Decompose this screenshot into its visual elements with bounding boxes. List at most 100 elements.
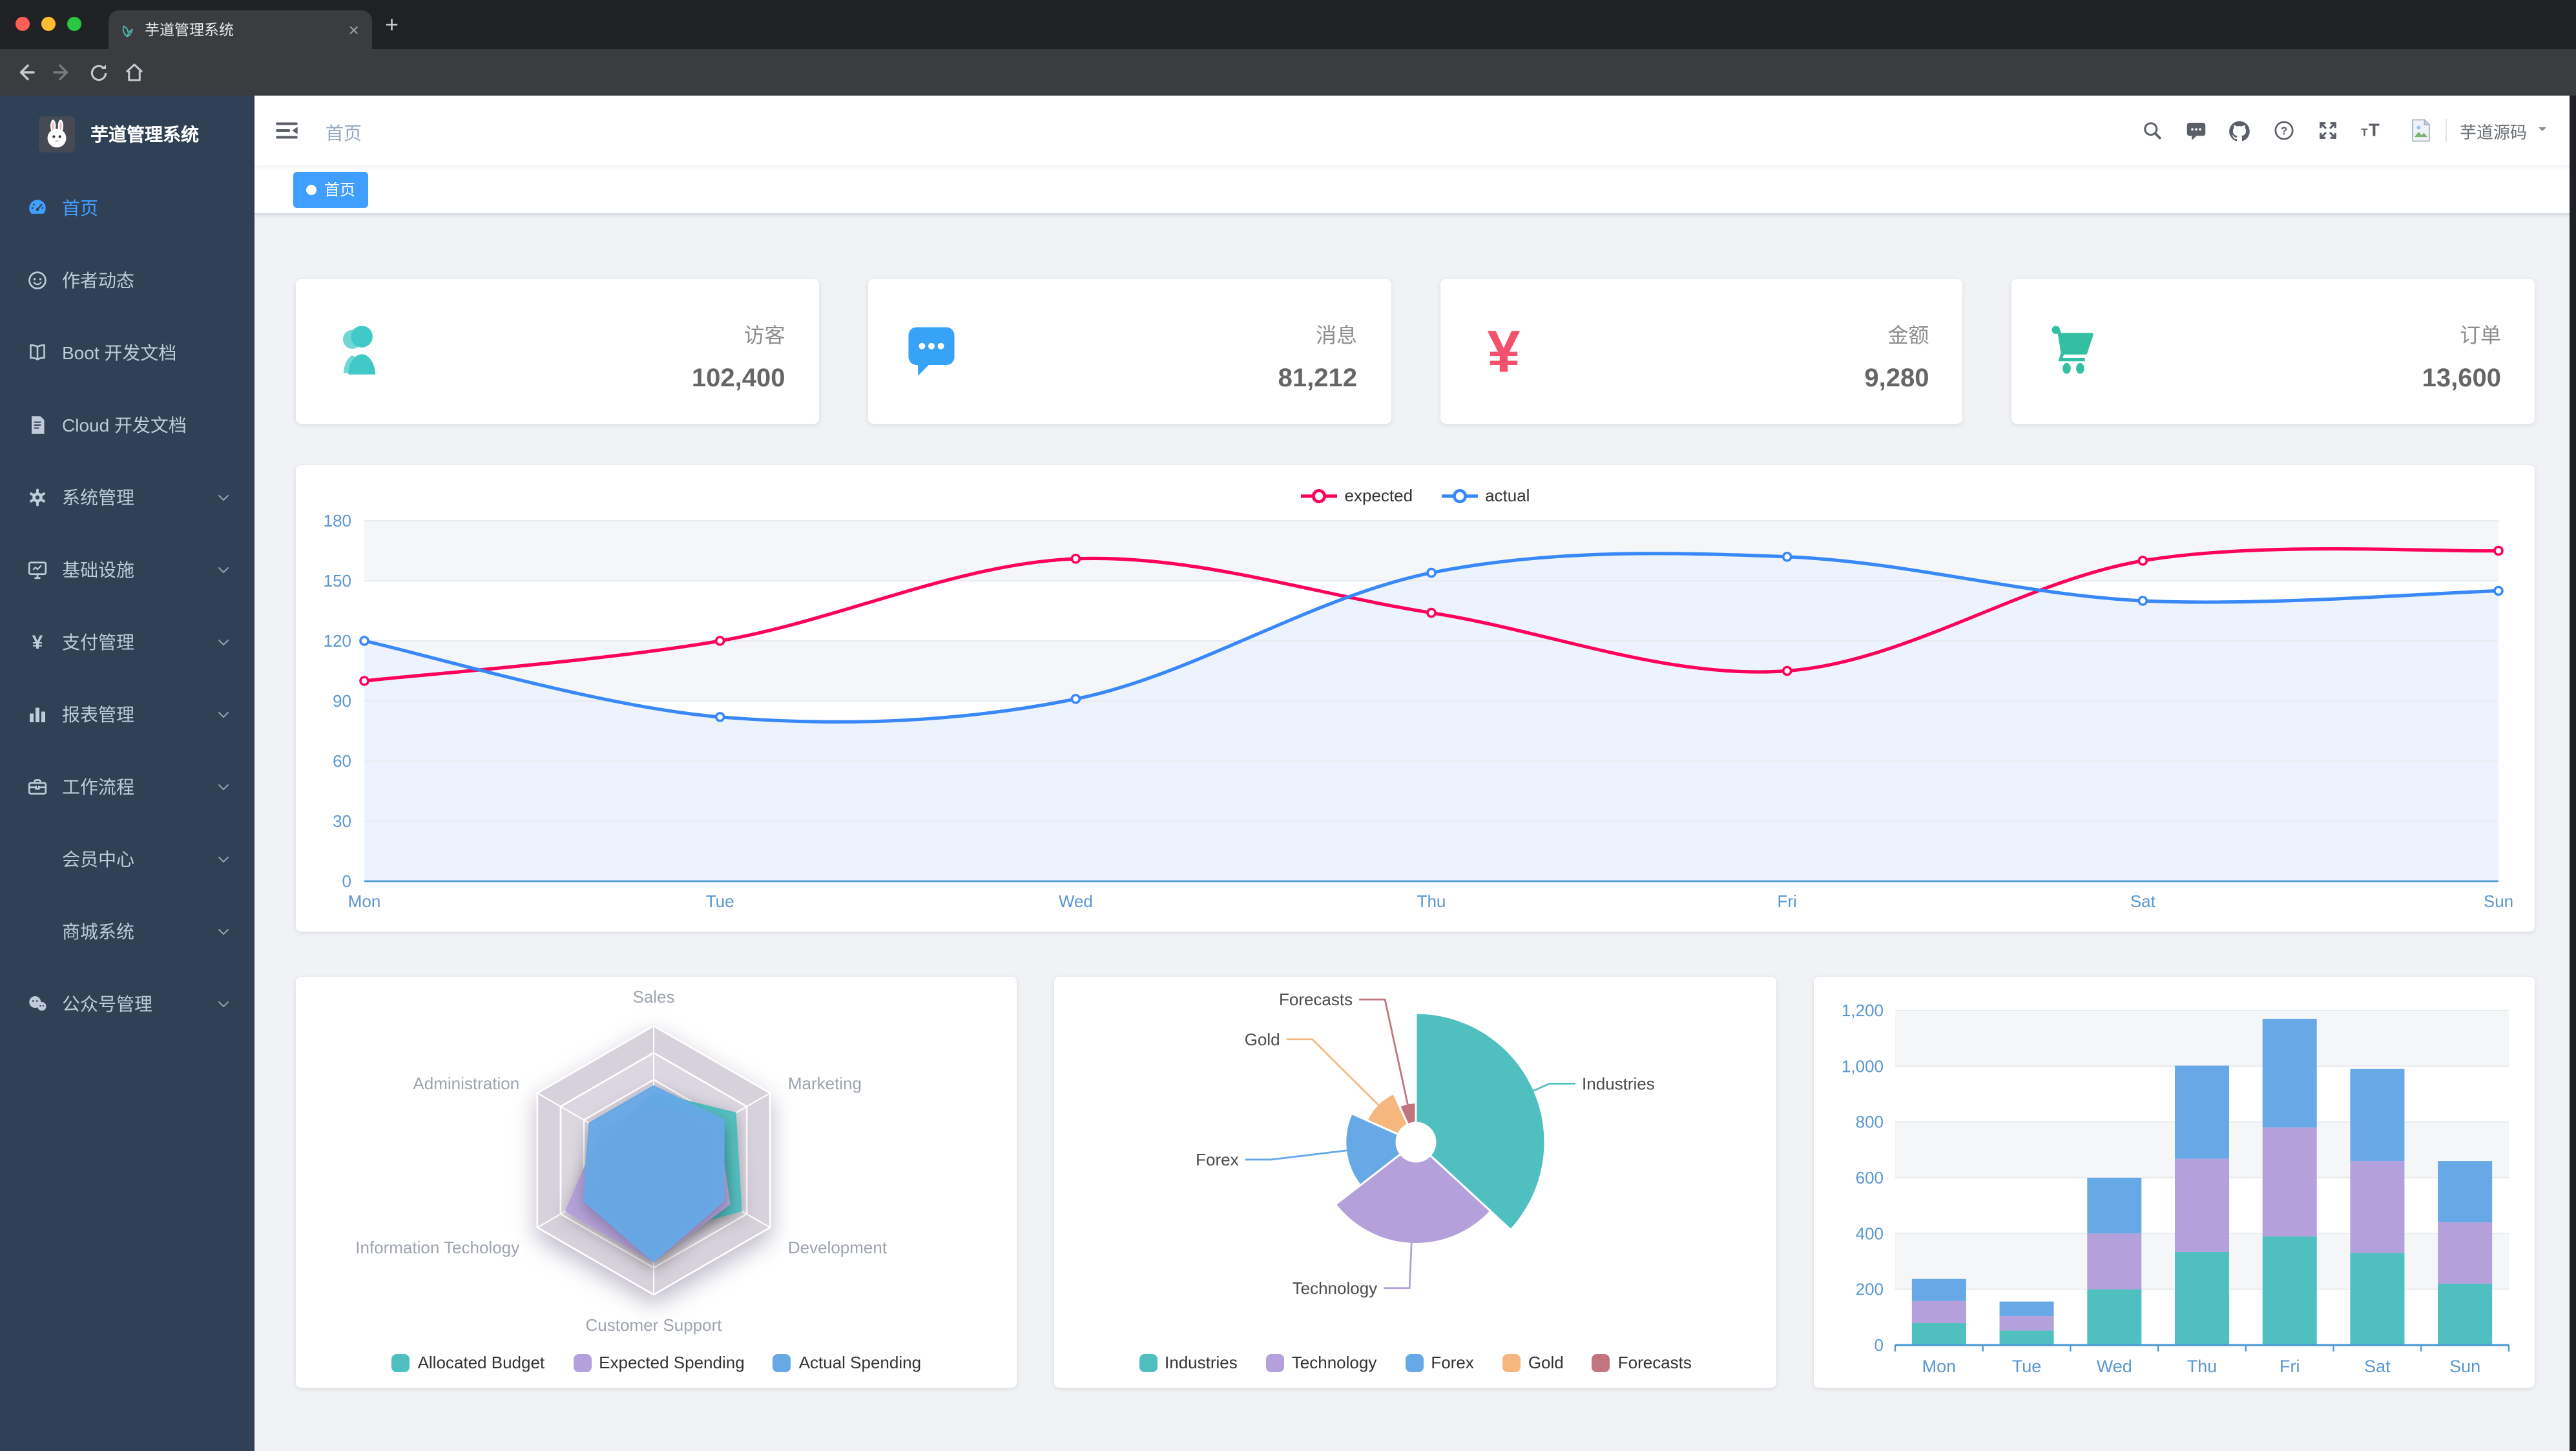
sidebar-item-report[interactable]: 报表管理 — [0, 678, 254, 751]
browser-toolbar: 不安全 dashboard.yudao.iocoder.cn/index 12 … — [0, 49, 2576, 141]
stat-value: 102,400 — [691, 364, 785, 393]
legend-item[interactable]: Forecasts — [1592, 1353, 1692, 1372]
help-icon[interactable]: ? — [2262, 96, 2306, 165]
svg-text:Industries: Industries — [1583, 1074, 1656, 1093]
svg-text:180: 180 — [324, 511, 351, 530]
svg-text:T: T — [2361, 126, 2367, 138]
author-icon — [26, 269, 49, 292]
sidebar: 芋道管理系统 首页作者动态 Boot 开发文档 Cloud 开发文档系统管理 基础设施… — [0, 96, 254, 1451]
active-tag-dot — [306, 184, 317, 194]
traffic-lights — [16, 17, 81, 31]
forward-icon[interactable] — [44, 54, 80, 90]
sidebar-item-label: Cloud 开发文档 — [62, 415, 187, 435]
legend-item[interactable]: Allocated Budget — [391, 1353, 545, 1372]
chevron-down-icon — [216, 924, 231, 939]
message-icon[interactable] — [2174, 96, 2218, 165]
sidebar-logo[interactable]: 芋道管理系统 — [0, 96, 254, 172]
legend-item[interactable]: actual — [1441, 486, 1530, 505]
stat-card-访客[interactable]: 访客 102,400 — [296, 279, 819, 424]
svg-text:Mon: Mon — [1922, 1357, 1956, 1376]
svg-text:1,000: 1,000 — [1841, 1056, 1883, 1076]
new-tab-button[interactable]: + — [385, 12, 399, 37]
sidebar-item-author[interactable]: 作者动态 — [0, 244, 254, 317]
line-chart[interactable]: 0 30 60 90 120 150 180 Mon Tue Wed Thu Fri Sat Sun — [296, 465, 2535, 932]
tab-favicon-icon — [119, 21, 136, 38]
pie-chart[interactable]: Industries Technology Forex Gold Forecasts — [1055, 977, 1776, 1388]
svg-text:Wed: Wed — [1059, 892, 1093, 911]
tags-view-bar: 首页 — [254, 165, 2576, 214]
fullscreen-icon[interactable] — [2306, 96, 2350, 165]
breadcrumb[interactable]: 首页 — [326, 123, 362, 143]
tag-home[interactable]: 首页 — [293, 171, 369, 207]
tab-close-icon[interactable]: × — [348, 19, 359, 40]
chevron-down-icon — [216, 562, 231, 578]
stat-value: 13,600 — [2422, 364, 2501, 393]
svg-text:1,200: 1,200 — [1841, 1001, 1883, 1020]
svg-text:Sales: Sales — [632, 987, 674, 1007]
sidebar-item-label: 公众号管理 — [62, 994, 152, 1014]
svg-text:¥: ¥ — [32, 632, 43, 653]
legend-item[interactable]: Actual Spending — [773, 1353, 921, 1372]
sidebar-item-cloud-doc[interactable]: Cloud 开发文档 — [0, 389, 254, 461]
stat-card-消息[interactable]: 消息 81,212 — [867, 279, 1391, 424]
sidebar-item-label: 作者动态 — [62, 270, 134, 291]
sidebar-item-mall[interactable]: 商城系统 — [0, 895, 254, 968]
sidebar-menu: 首页作者动态 Boot 开发文档 Cloud 开发文档系统管理 基础设施 ¥ 支付管理 报表… — [0, 172, 254, 1040]
search-icon[interactable] — [2130, 96, 2174, 165]
back-icon[interactable] — [8, 54, 44, 90]
chevron-down-icon — [216, 490, 231, 505]
sidebar-item-member[interactable]: 会员中心 — [0, 823, 254, 895]
stat-card-订单[interactable]: 订单 13,600 — [2011, 279, 2535, 424]
people-icon — [329, 320, 391, 382]
browser-tab[interactable]: 芋道管理系统 × — [109, 10, 372, 49]
github-icon[interactable] — [2218, 96, 2262, 165]
stat-text: 访客 102,400 — [692, 318, 785, 394]
svg-text:Administration: Administration — [413, 1074, 519, 1093]
svg-text:Sat: Sat — [2363, 1357, 2390, 1376]
legend-item[interactable]: Industries — [1139, 1353, 1238, 1372]
legend-item[interactable]: Expected Spending — [573, 1353, 745, 1372]
legend-label: Technology — [1291, 1353, 1377, 1372]
legend-label: expected — [1344, 486, 1413, 505]
close-window-button[interactable] — [16, 17, 30, 31]
legend-item[interactable]: Gold — [1502, 1353, 1564, 1372]
stat-card-金额[interactable]: ¥ 金额 9,280 — [1440, 279, 1963, 424]
chevron-down-icon[interactable] — [2535, 121, 2553, 140]
minimize-window-button[interactable] — [41, 17, 56, 31]
divider — [2445, 119, 2447, 142]
legend-item[interactable]: Technology — [1265, 1353, 1377, 1372]
home-icon[interactable] — [116, 54, 152, 90]
bottom-chart-row: Sales Administration Information Techology… — [296, 977, 2535, 1388]
zoom-window-button[interactable] — [67, 17, 81, 31]
legend-label: Forecasts — [1617, 1353, 1692, 1372]
sidebar-item-boot-doc[interactable]: Boot 开发文档 — [0, 317, 254, 389]
svg-text:Sun: Sun — [2449, 1357, 2480, 1376]
hamburger-icon[interactable] — [274, 118, 300, 143]
svg-text:Marketing: Marketing — [788, 1074, 862, 1093]
sidebar-item-workflow[interactable]: 工作流程 — [0, 751, 254, 823]
svg-text:¥: ¥ — [1486, 320, 1519, 380]
sidebar-item-system[interactable]: 系统管理 — [0, 461, 254, 534]
radar-chart-legend[interactable]: Allocated Budget Expected Spending Actual … — [296, 1353, 1017, 1372]
pie-chart-legend[interactable]: Industries Technology Forex Gold Forecasts — [1055, 1353, 1776, 1372]
svg-text:200: 200 — [1855, 1280, 1883, 1299]
legend-label: Actual Spending — [798, 1353, 922, 1372]
sidebar-item-mp[interactable]: 公众号管理 — [0, 968, 254, 1040]
sidebar-item-home[interactable]: 首页 — [0, 172, 254, 244]
stat-label: 访客 — [743, 326, 785, 348]
sidebar-item-pay[interactable]: ¥ 支付管理 — [0, 606, 254, 678]
doc-icon — [26, 413, 49, 437]
user-avatar[interactable] — [2407, 116, 2435, 145]
legend-chip-icon — [1405, 1353, 1424, 1372]
bar-chart[interactable]: 0 200 400 600 800 1,000 1,200 Mon Tue Wed Thu Fri Sa… — [1813, 977, 2534, 1388]
legend-item[interactable]: Forex — [1405, 1353, 1474, 1372]
sidebar-item-infra[interactable]: 基础设施 — [0, 534, 254, 606]
username-label[interactable]: 芋道源码 — [2459, 122, 2527, 141]
legend-item[interactable]: expected — [1300, 486, 1413, 505]
line-chart-legend[interactable]: expected actual — [296, 486, 2535, 505]
radar-chart[interactable]: Sales Administration Information Techology… — [296, 977, 1017, 1388]
reload-icon[interactable] — [80, 54, 116, 90]
